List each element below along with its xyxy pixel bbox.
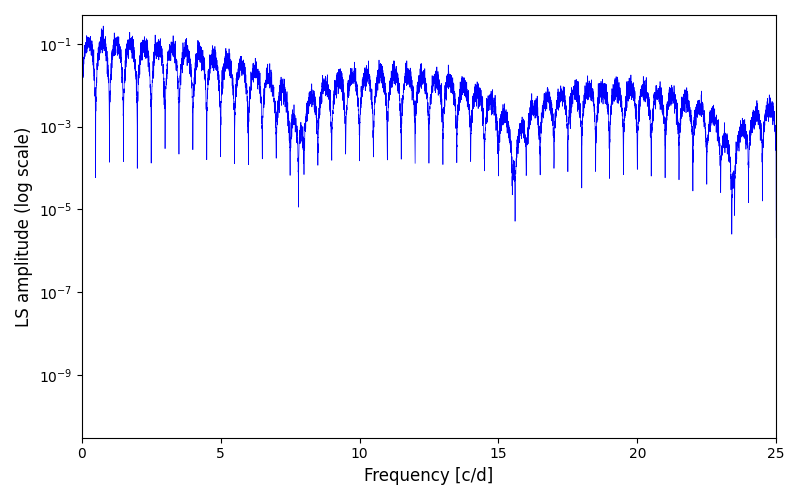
X-axis label: Frequency [c/d]: Frequency [c/d] xyxy=(364,467,494,485)
Y-axis label: LS amplitude (log scale): LS amplitude (log scale) xyxy=(15,126,33,326)
